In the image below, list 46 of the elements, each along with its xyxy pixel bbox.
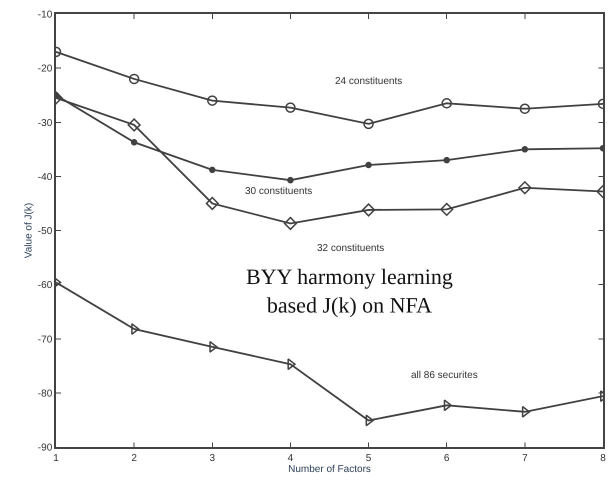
point bbox=[441, 98, 452, 109]
x-tick-label: 1 bbox=[53, 452, 60, 464]
text: 32 constituents bbox=[317, 243, 384, 254]
point bbox=[518, 181, 532, 194]
y-tick-label: -20 bbox=[38, 64, 53, 75]
text: all 86 securites bbox=[411, 370, 478, 381]
x-tick-label: 2 bbox=[131, 452, 138, 464]
point bbox=[440, 202, 454, 216]
point bbox=[131, 323, 140, 335]
y-axis-title: Value of J(k) bbox=[23, 202, 34, 258]
point bbox=[365, 162, 372, 168]
point bbox=[130, 139, 138, 146]
point bbox=[285, 102, 296, 113]
y-tick-label: -50 bbox=[38, 226, 53, 237]
x-tick-label: 5 bbox=[366, 452, 372, 464]
series-label: 30 constituents bbox=[245, 186, 312, 197]
point bbox=[287, 358, 296, 370]
point bbox=[443, 156, 450, 164]
annotation: BYY harmony learning based J(k) on NFA bbox=[246, 264, 453, 318]
point bbox=[366, 414, 374, 426]
point bbox=[287, 176, 294, 184]
point bbox=[520, 103, 530, 114]
point bbox=[209, 340, 218, 353]
point bbox=[522, 146, 528, 153]
y-tick-label: -90 bbox=[38, 442, 53, 454]
point bbox=[206, 196, 219, 210]
point bbox=[363, 118, 374, 130]
y-tick-label: -70 bbox=[38, 334, 53, 346]
point bbox=[284, 216, 298, 230]
x-tick-label: 8 bbox=[600, 452, 606, 464]
y-tick-label: -40 bbox=[38, 172, 53, 183]
y-tick-label: -10 bbox=[38, 10, 53, 20]
point bbox=[128, 118, 141, 132]
x-axis-title: Number of Factors bbox=[288, 464, 371, 475]
y-tick-label: -80 bbox=[38, 388, 53, 400]
point bbox=[209, 166, 216, 174]
point bbox=[362, 203, 376, 217]
point bbox=[207, 95, 218, 106]
y-tick-label: -60 bbox=[38, 280, 53, 292]
x-tick-label: 3 bbox=[210, 452, 216, 464]
point bbox=[128, 74, 140, 84]
y-tick-label: -30 bbox=[38, 118, 53, 129]
x-tick-label: 6 bbox=[444, 452, 450, 464]
text: 24 constituents bbox=[335, 76, 402, 87]
x-tick-label: 7 bbox=[522, 452, 528, 464]
x-tick-label: 4 bbox=[288, 452, 294, 464]
